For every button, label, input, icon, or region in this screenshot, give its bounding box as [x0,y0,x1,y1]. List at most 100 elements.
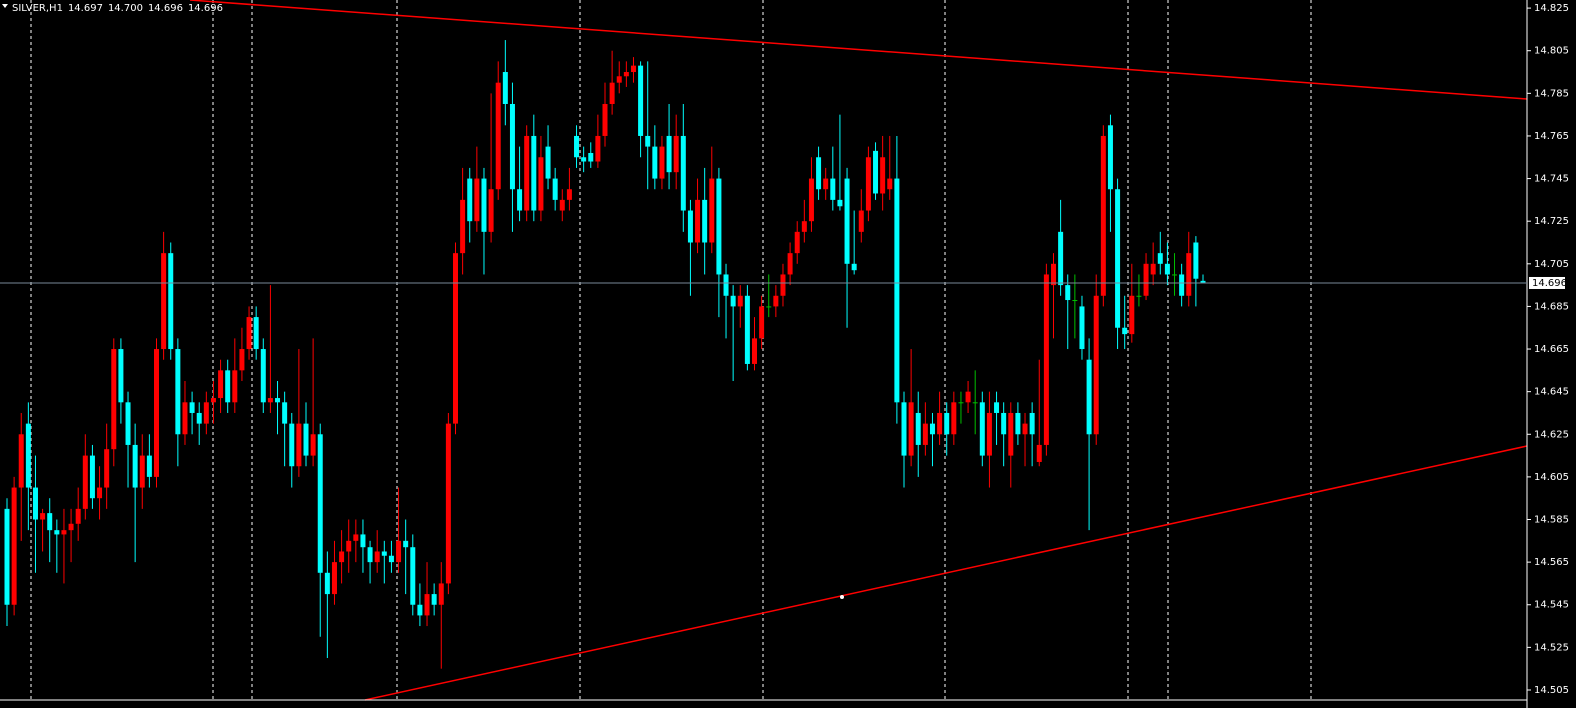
y-tick-label: 14.825 [1534,3,1569,14]
candle-body [730,295,736,307]
candle-body [595,135,601,162]
candle-body [1051,263,1056,286]
y-tick-label: 14.565 [1534,557,1569,568]
candle-body [873,150,879,194]
candle-body [267,398,273,403]
candle-body [517,189,523,211]
candle-body [374,551,380,563]
candle-body [438,583,444,605]
candle-body [937,412,943,435]
candle-body [1008,412,1014,456]
candle-body [289,423,295,467]
candle-body [1150,263,1156,275]
candle-body [574,135,580,158]
y-tick-label: 14.665 [1534,344,1569,355]
candle-body [887,178,893,190]
candle-body [417,604,423,616]
candle-body [324,572,330,595]
candle-body [1079,306,1085,350]
menu-icon[interactable] [2,4,8,8]
y-tick-label: 14.725 [1534,216,1569,227]
candle-body [239,349,245,371]
candle-body [182,402,188,435]
current-price-box [1529,276,1565,289]
candle-body [282,402,288,424]
candle-body [922,423,928,445]
candle-body [880,157,886,194]
candle-body [929,423,935,435]
candle-body [830,178,836,200]
candle-body [11,487,17,605]
candle-body [994,402,1000,413]
header-value: 14.700 [108,3,143,14]
candles [4,40,1206,669]
candle-body [396,540,402,563]
candle-body [787,253,793,275]
y-tick-label: 14.645 [1534,387,1569,398]
candle-body [1072,300,1078,302]
candle-body [89,455,95,499]
candle-body [623,72,629,77]
candle-body [104,449,110,488]
candle-body [958,402,964,404]
candle-body [189,402,195,413]
candle-body [1015,412,1021,435]
candle-body [253,317,259,350]
candle-body [588,152,594,162]
candle-body [1157,253,1163,264]
candle-body [737,295,743,307]
header-value: 14.697 [68,3,103,14]
y-tick-label: 14.705 [1534,259,1569,270]
y-tick-label: 14.625 [1534,429,1569,440]
candle-body [1100,135,1106,296]
candle-body [310,434,316,456]
candle-body [680,135,686,211]
candle-body [474,178,480,222]
candle-body [780,274,786,296]
candle-body [403,540,409,548]
candle-body [1107,125,1113,190]
candle-body [816,157,822,190]
candle-body [894,178,900,403]
candle-body [1164,263,1170,275]
candle-body [979,402,985,456]
candle-body [702,199,708,243]
candle-body [1200,280,1206,283]
candle-body [360,534,366,548]
candle-body [773,295,779,307]
candle-body [652,146,658,179]
y-tick-label: 14.765 [1534,131,1569,142]
y-tick-label: 14.785 [1534,88,1569,99]
period-separators [30,0,1312,700]
candle-body [303,423,309,456]
candle-body [1129,295,1135,335]
candle-body [851,263,857,271]
candle-body [865,157,871,211]
candle-body [794,231,800,254]
candle-body [908,402,914,456]
candle-body [1086,359,1092,435]
candle-body [32,487,38,520]
candle-body [659,146,665,179]
candle-body [915,412,921,445]
candle-body [666,135,672,173]
candle-body [538,157,544,211]
candle-body [467,178,473,222]
candle-body [146,455,152,477]
candle-body [175,349,181,435]
candle-body [196,412,202,424]
candle-body [1093,295,1099,435]
candle-body [509,103,515,190]
candle-body [339,551,345,563]
candle-body [168,253,174,350]
candle-body [203,402,209,424]
candle-body [40,513,46,520]
upper-trendline [189,0,1528,100]
candle-body [1172,274,1178,276]
candle-body [275,398,281,403]
y-tick-label: 14.745 [1534,174,1569,185]
candle-body [75,508,81,524]
candle-body [502,72,508,104]
candle-body [154,349,159,477]
